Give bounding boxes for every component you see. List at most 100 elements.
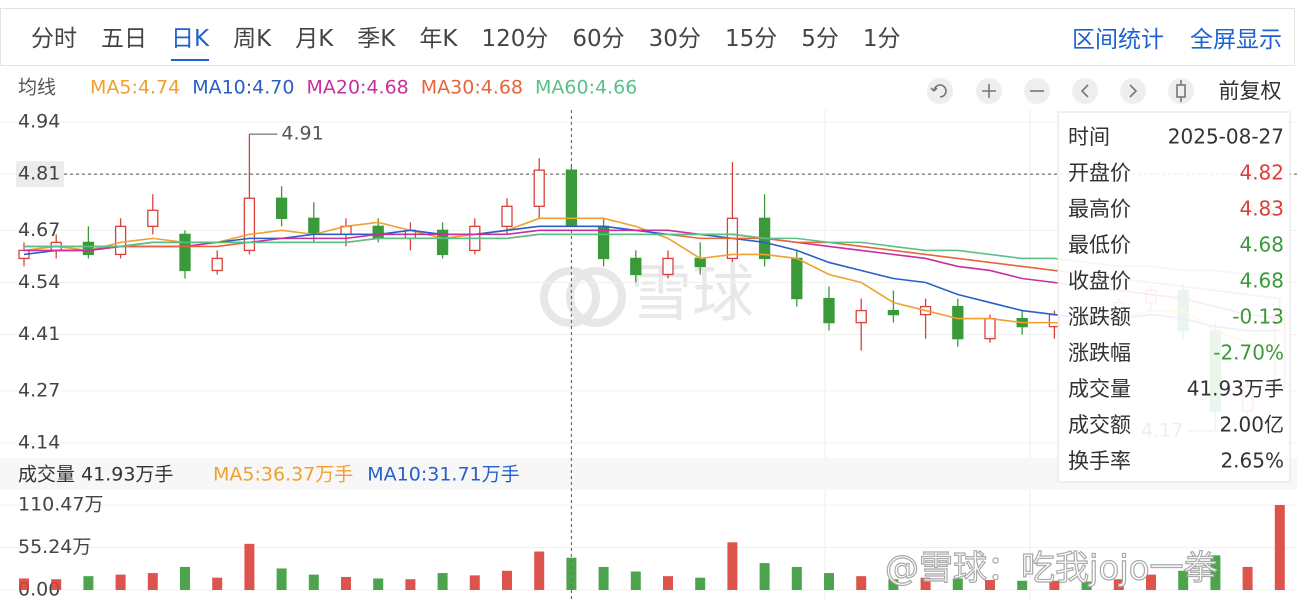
candle-body [597,225,610,260]
volume-bar [727,542,738,590]
adjust-mode[interactable]: 前复权 [1219,79,1282,103]
candle-body [147,209,159,227]
volume-bar [888,579,899,590]
volume-bar [598,566,609,590]
annotation-label: 4.91 [281,123,323,145]
candle-body [211,257,223,272]
toolbar-icons [927,78,1194,104]
volume-bar [244,543,255,590]
period-tab[interactable]: 五日 [101,26,147,52]
volume-bar [83,576,94,590]
y-tick-label: 4.27 [18,379,60,401]
volume-bar [534,551,545,590]
period-tab[interactable]: 年K [419,26,458,52]
period-tab[interactable]: 分时 [31,26,77,52]
period-tab[interactable]: 30分 [648,26,701,52]
period-tab[interactable]: 日K [171,13,210,61]
y-tick-label: 4.54 [18,271,60,293]
volume-ma-legend: MA10:31.71万手 [367,464,519,486]
y-tick-label: 4.67 [18,219,60,241]
volume-bar [1017,580,1028,590]
tooltip-value: 41.93万手 [1187,377,1284,401]
volume-tick-label: 55.24万 [18,536,91,558]
ma-legend: MA10:4.70 [192,77,294,99]
tooltip-label: 收盘价 [1068,269,1131,293]
volume-bar [1049,580,1060,590]
volume-bar [759,563,770,590]
ma-title: 均线 [18,77,56,99]
candle-body [243,197,256,252]
tool-button[interactable]: 区间统计 [1072,27,1164,53]
ma-legend: MA30:4.68 [421,77,523,99]
volume-bar [1210,555,1221,590]
period-tab[interactable]: 120分 [481,26,549,52]
tools: 区间统计 全屏显示 [1072,20,1282,54]
volume-bar [791,566,802,590]
tooltip-label: 时间 [1068,125,1110,149]
volume-bar [920,577,931,590]
candle-body [823,297,835,324]
candle-body [855,309,867,324]
candle-body [791,257,803,300]
volume-bar [19,578,29,590]
volume-bar [985,579,995,590]
volume-bar [212,577,223,590]
tooltip-label: 最低价 [1068,233,1131,257]
ma-legend: MA60:4.66 [535,77,637,99]
volume-bar [180,566,190,590]
y-tick-label: 4.81 [18,163,60,185]
volume-bar [952,578,963,590]
tool-button[interactable]: 全屏显示 [1190,27,1282,53]
tooltip-value: -0.13 [1232,305,1284,329]
y-tick-label: 4.41 [18,323,60,345]
period-tab[interactable]: 月K [295,26,334,52]
tooltip-value: 2.65% [1220,449,1284,473]
volume-bar [115,574,126,590]
volume-bar [502,570,512,590]
ma-legend: MA5:4.74 [90,77,180,99]
period-tab[interactable]: 5分 [801,26,839,52]
candle-body [662,257,674,276]
y-tick-label: 4.14 [18,431,60,453]
volume-bar [856,576,867,590]
period-tab[interactable]: 60分 [572,26,625,52]
volume-bar [373,578,384,590]
volume-bar [276,568,287,590]
volume-bar [566,557,577,590]
candle-body [984,317,996,340]
period-tab[interactable]: 季K [357,26,396,52]
candle-body [952,305,964,340]
tooltip-value: 4.68 [1239,269,1284,293]
candle-body [114,225,127,256]
tooltip-label: 成交量 [1068,377,1131,401]
candle-body [630,257,642,276]
volume-tick-label: 110.47万 [18,494,103,516]
tick-highlight [16,161,64,188]
volume-bar [695,577,706,590]
tooltip-label: 开盘价 [1068,161,1131,185]
period-tab[interactable]: 1分 [862,26,901,52]
volume-bar [1178,570,1189,590]
period-tab[interactable]: 15分 [724,26,778,52]
tooltip-value: 4.83 [1239,197,1284,221]
period-bar: 分时 五日 日K 周K 月K 季K 年K 120分 60分 30分 15分 5分 1分 区间统计 全屏显示 [0,8,1295,66]
volume-ma-legend: MA5:36.37万手 [213,464,353,486]
tooltip-label: 涨跌额 [1068,305,1131,329]
tooltip: 时间 2025-08-27 开盘价 4.82 最高价 4.83 最低价 4.68 收盘价 4.68… [1057,111,1291,483]
tooltip-box [1057,111,1291,483]
volume-bar [405,579,416,590]
volume-bar [51,579,62,590]
candle-body [308,217,320,236]
tooltip-value: 2025-08-27 [1168,125,1284,149]
tooltip-label: 涨跌幅 [1068,341,1131,365]
volume-bar [147,573,158,590]
candle-body [501,205,513,227]
volume-bar [663,576,673,590]
volume-bar [1113,579,1124,590]
volume-bar [630,571,641,590]
volume-bar [341,576,351,590]
period-tab[interactable]: 周K [233,26,272,52]
